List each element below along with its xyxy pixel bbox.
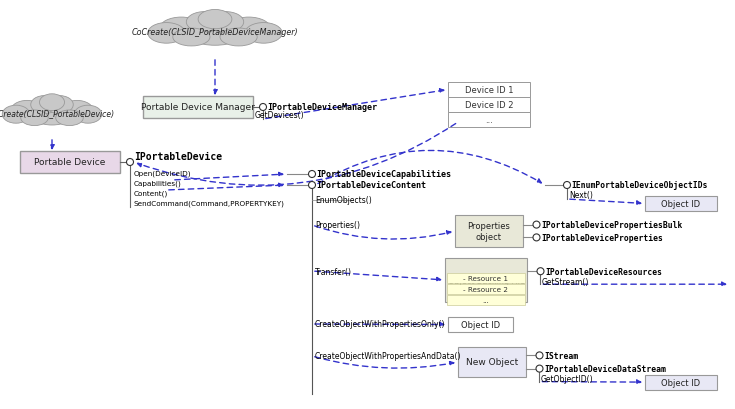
Ellipse shape (31, 97, 58, 115)
Text: IPortableDevice: IPortableDevice (135, 152, 223, 162)
Ellipse shape (29, 102, 74, 126)
FancyBboxPatch shape (447, 273, 525, 283)
FancyBboxPatch shape (445, 258, 527, 302)
Circle shape (259, 104, 267, 111)
Ellipse shape (11, 101, 43, 121)
Circle shape (533, 234, 540, 241)
Text: Open(DeviceID): Open(DeviceID) (134, 171, 192, 177)
Text: EnumObjects(): EnumObjects() (315, 196, 372, 205)
Text: IEnumPortableDeviceObjectIDs: IEnumPortableDeviceObjectIDs (572, 181, 708, 190)
Ellipse shape (227, 18, 270, 41)
Ellipse shape (148, 23, 185, 44)
Text: Portable Device Manager: Portable Device Manager (141, 103, 255, 112)
Ellipse shape (159, 18, 203, 41)
Circle shape (126, 159, 134, 166)
Text: Object Backing File: Object Backing File (448, 276, 525, 285)
Text: Transfer(): Transfer() (315, 267, 352, 276)
Text: CoCreate(CLSID_PortableDevice): CoCreate(CLSID_PortableDevice) (0, 109, 115, 118)
Text: IPortableDeviceCapabilities: IPortableDeviceCapabilities (317, 170, 451, 179)
Text: ...: ... (483, 297, 490, 303)
FancyBboxPatch shape (455, 216, 523, 247)
Text: SendCommand(Command,PROPERTYKEY): SendCommand(Command,PROPERTYKEY) (134, 200, 285, 207)
Ellipse shape (184, 19, 245, 46)
Circle shape (309, 171, 315, 178)
Text: CreateObjectWithPropertiesOnly(): CreateObjectWithPropertiesOnly() (315, 320, 445, 329)
Ellipse shape (40, 94, 65, 111)
FancyBboxPatch shape (143, 97, 253, 119)
Text: Portable Device: Portable Device (35, 158, 106, 167)
Text: IPortableDeviceManager: IPortableDeviceManager (268, 103, 378, 112)
FancyBboxPatch shape (447, 295, 525, 305)
FancyBboxPatch shape (645, 375, 717, 390)
Text: GetDevices(): GetDevices() (255, 111, 304, 120)
Text: GetObjectID(): GetObjectID() (541, 374, 594, 383)
Text: IPortableDeviceContent: IPortableDeviceContent (317, 181, 426, 190)
Text: - Resource 2: - Resource 2 (464, 286, 509, 292)
Text: CreateObjectWithPropertiesAndData(): CreateObjectWithPropertiesAndData() (315, 352, 462, 361)
Ellipse shape (46, 97, 74, 115)
Ellipse shape (198, 11, 232, 30)
Circle shape (564, 182, 570, 189)
FancyBboxPatch shape (448, 317, 513, 332)
Circle shape (533, 222, 540, 229)
Text: Capabilities(): Capabilities() (134, 180, 182, 187)
Text: IPortableDeviceProperties: IPortableDeviceProperties (541, 233, 663, 242)
Ellipse shape (207, 13, 244, 33)
Ellipse shape (245, 23, 282, 44)
Ellipse shape (21, 111, 49, 126)
Circle shape (537, 268, 544, 275)
Text: IPortableDevicePropertiesBulk: IPortableDevicePropertiesBulk (541, 220, 682, 229)
Text: IStream: IStream (544, 351, 578, 360)
Ellipse shape (74, 106, 101, 124)
Text: - Resource 1: - Resource 1 (464, 275, 509, 281)
Text: Next(): Next() (569, 191, 593, 200)
Text: IPortableDeviceResources: IPortableDeviceResources (545, 267, 662, 276)
Ellipse shape (220, 29, 257, 47)
FancyBboxPatch shape (645, 196, 717, 211)
FancyBboxPatch shape (448, 83, 530, 98)
Text: Object ID: Object ID (662, 200, 700, 209)
Ellipse shape (173, 29, 210, 47)
Text: New Object: New Object (466, 357, 518, 366)
Text: ...: ... (485, 116, 493, 125)
Text: CoCreate(CLSID_PortableDeviceManager): CoCreate(CLSID_PortableDeviceManager) (132, 28, 298, 37)
Ellipse shape (56, 111, 83, 126)
FancyBboxPatch shape (448, 113, 530, 128)
Text: Properties
object: Properties object (467, 222, 510, 241)
Text: Device ID 1: Device ID 1 (465, 86, 513, 95)
Text: Properties(): Properties() (315, 221, 360, 230)
FancyBboxPatch shape (20, 152, 120, 173)
Circle shape (309, 182, 315, 189)
FancyBboxPatch shape (458, 347, 526, 377)
Text: GetStream(): GetStream() (542, 278, 589, 286)
Text: IPortableDeviceDataStream: IPortableDeviceDataStream (544, 364, 666, 373)
Ellipse shape (61, 101, 93, 121)
FancyBboxPatch shape (448, 98, 530, 113)
Text: Device ID 2: Device ID 2 (465, 101, 513, 110)
Circle shape (536, 352, 543, 359)
Text: Object ID: Object ID (662, 378, 700, 387)
FancyBboxPatch shape (447, 284, 525, 294)
Text: Content(): Content() (134, 191, 168, 197)
Ellipse shape (2, 106, 29, 124)
Ellipse shape (186, 13, 223, 33)
Text: Object ID: Object ID (461, 320, 500, 329)
Circle shape (536, 365, 543, 372)
